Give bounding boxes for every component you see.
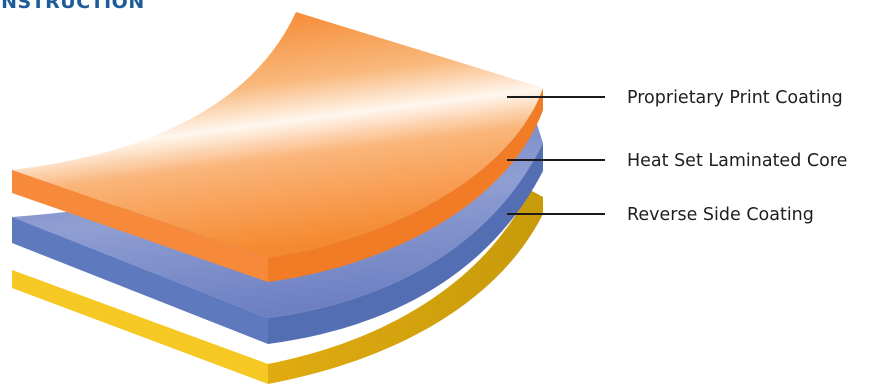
orange-layer-top	[12, 12, 543, 258]
label-reverse-side-coating: Reverse Side Coating	[627, 205, 814, 225]
blue-layer-front	[12, 217, 268, 344]
reverse-side-coating-layer	[12, 190, 543, 384]
orange-layer-side	[268, 88, 543, 282]
section-heading: CONSTRUCTION	[0, 0, 145, 13]
label-proprietary-print-coating: Proprietary Print Coating	[627, 88, 843, 108]
yellow-layer-side	[268, 190, 543, 384]
blue-layer-side	[268, 143, 543, 344]
proprietary-print-coating-layer	[12, 12, 543, 282]
yellow-layer-front	[12, 270, 268, 384]
label-heat-set-laminated-core: Heat Set Laminated Core	[627, 151, 848, 171]
orange-layer-front	[12, 170, 268, 282]
